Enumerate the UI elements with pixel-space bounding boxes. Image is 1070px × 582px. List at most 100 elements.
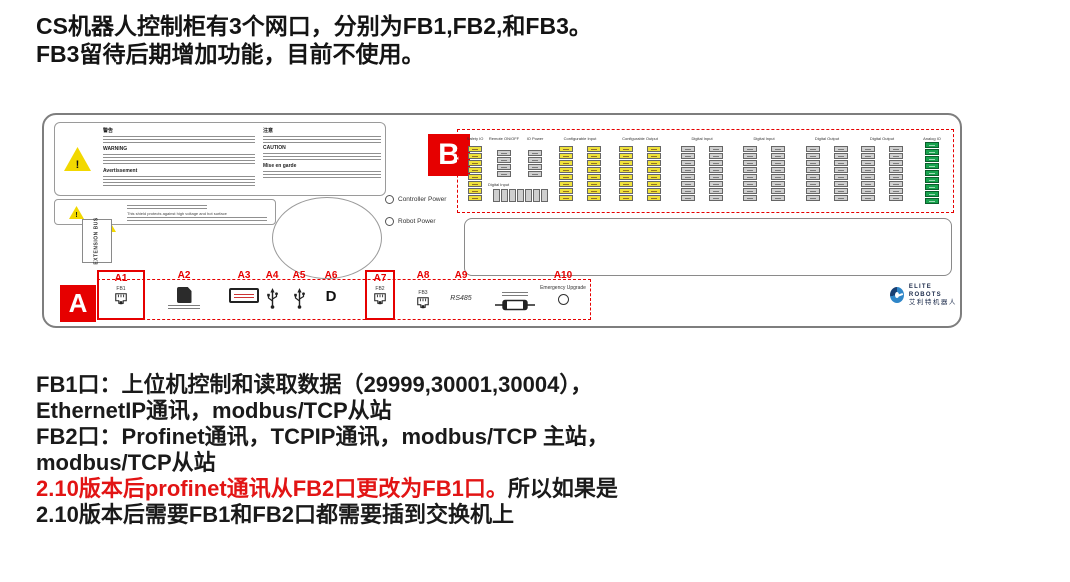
terminal-block xyxy=(619,188,633,194)
terminal-block xyxy=(806,160,820,166)
terminal-block xyxy=(806,167,820,173)
warning-triangle-icon xyxy=(64,147,91,171)
sd-card-icon xyxy=(176,287,192,303)
usb-icon xyxy=(262,288,282,314)
terminal-block xyxy=(861,160,875,166)
terminal-block xyxy=(834,167,848,173)
terminal-block xyxy=(889,160,903,166)
terminal-group-header: Remote ON/OFF xyxy=(488,136,520,141)
warning-title-fr: Avertissement xyxy=(103,168,138,174)
terminal-block xyxy=(517,189,524,202)
terminal-column xyxy=(709,146,723,202)
warning-label-box: 警告 WARNING Avertissement 注意 CAUTION Mise… xyxy=(54,122,386,196)
terminal-block xyxy=(771,195,785,201)
port-caption xyxy=(168,305,200,310)
pendant-text-line xyxy=(234,297,254,298)
port-label: A3 xyxy=(237,270,251,281)
terminal-block xyxy=(889,167,903,173)
terminal-block xyxy=(861,167,875,173)
terminal-block xyxy=(541,189,548,202)
terminal-block xyxy=(709,153,723,159)
terminal-block xyxy=(559,167,573,173)
warning-paragraph xyxy=(103,136,255,144)
note-version-line1: 2.10版本后profinet通讯从FB2口更改为FB1口。所以如果是 xyxy=(36,476,618,502)
ethernet-port-icon xyxy=(410,296,436,315)
terminal-block xyxy=(681,188,695,194)
terminal-block xyxy=(861,188,875,194)
terminal-block xyxy=(889,195,903,201)
emergency-upgrade-button-icon xyxy=(557,294,569,305)
terminal-block xyxy=(587,160,601,166)
terminal-block xyxy=(647,146,661,152)
terminal-block xyxy=(681,167,695,173)
terminal-block xyxy=(806,195,820,201)
terminal-block xyxy=(559,181,573,187)
terminal-block xyxy=(681,160,695,166)
extension-bus-label: EXTENSION BUS xyxy=(94,217,100,265)
terminal-block xyxy=(861,174,875,180)
terminal-block xyxy=(743,167,757,173)
warning-paragraph xyxy=(103,154,255,166)
terminal-block xyxy=(806,174,820,180)
note-fb2-line1: FB2口：Profinet通讯，TCPIP通讯，modbus/TCP 主站， xyxy=(36,424,609,449)
terminal-block xyxy=(925,184,939,190)
control-cabinet-panel-diagram: 警告 WARNING Avertissement 注意 CAUTION Mise… xyxy=(42,113,962,328)
terminal-block xyxy=(587,195,601,201)
logo-text-en: ELITE ROBOTS xyxy=(908,284,942,298)
terminal-block xyxy=(743,181,757,187)
terminal-column xyxy=(681,146,695,202)
displayport-icon: D xyxy=(318,281,344,306)
terminal-block xyxy=(647,167,661,173)
section-b-label: B xyxy=(428,134,470,176)
terminal-block xyxy=(889,146,903,152)
terminal-block xyxy=(834,181,848,187)
terminal-block xyxy=(925,149,939,155)
terminal-block xyxy=(771,174,785,180)
terminal-column xyxy=(587,146,601,202)
terminal-block xyxy=(493,189,500,202)
port-label: A1 xyxy=(114,273,128,284)
port-A5: A5 xyxy=(289,270,309,330)
terminal-column xyxy=(559,146,573,202)
terminal-block xyxy=(619,181,633,187)
terminal-block xyxy=(709,146,723,152)
note-version-black: 所以如果是 xyxy=(507,476,618,501)
port-notes-text: FB1口：上位机控制和读取数据（29999,30001,30004）， Ethe… xyxy=(36,372,618,528)
shield-warning-text: This shield protects against high voltag… xyxy=(127,204,267,223)
terminal-block xyxy=(559,188,573,194)
terminal-block xyxy=(647,195,661,201)
terminal-block xyxy=(528,171,542,177)
teach-pendant-icon xyxy=(229,288,259,303)
terminal-block xyxy=(834,160,848,166)
terminal-block xyxy=(497,171,511,177)
port-A8: A8 FB3 xyxy=(410,270,436,330)
terminal-block xyxy=(468,146,482,152)
warning-text-column-left: 警告 WARNING Avertissement xyxy=(103,128,255,188)
port-A10: A10 Emergency Upgrade xyxy=(538,270,588,330)
terminal-block xyxy=(619,153,633,159)
port-A6: A6 D xyxy=(318,270,344,330)
terminal-block xyxy=(587,167,601,173)
terminal-block xyxy=(468,181,482,187)
terminal-block xyxy=(559,146,573,152)
terminal-column xyxy=(468,146,482,202)
terminal-block xyxy=(587,153,601,159)
port-A7: A7 FB2 xyxy=(365,270,395,320)
terminal-block xyxy=(509,189,516,202)
terminal-column xyxy=(806,146,820,202)
terminal-block xyxy=(889,174,903,180)
terminal-block xyxy=(771,146,785,152)
terminal-block xyxy=(925,170,939,176)
controller-power-led-icon xyxy=(385,195,394,204)
terminal-column xyxy=(647,146,661,202)
terminal-block xyxy=(497,164,511,170)
terminal-block xyxy=(709,160,723,166)
terminal-group-header: IO Power xyxy=(526,136,544,141)
terminal-block xyxy=(771,188,785,194)
terminal-block xyxy=(889,188,903,194)
robot-power-indicator: Robot Power xyxy=(385,217,436,226)
terminal-group-header: Digital Output xyxy=(869,136,895,141)
warning-paragraph xyxy=(103,176,255,186)
terminal-block xyxy=(681,153,695,159)
